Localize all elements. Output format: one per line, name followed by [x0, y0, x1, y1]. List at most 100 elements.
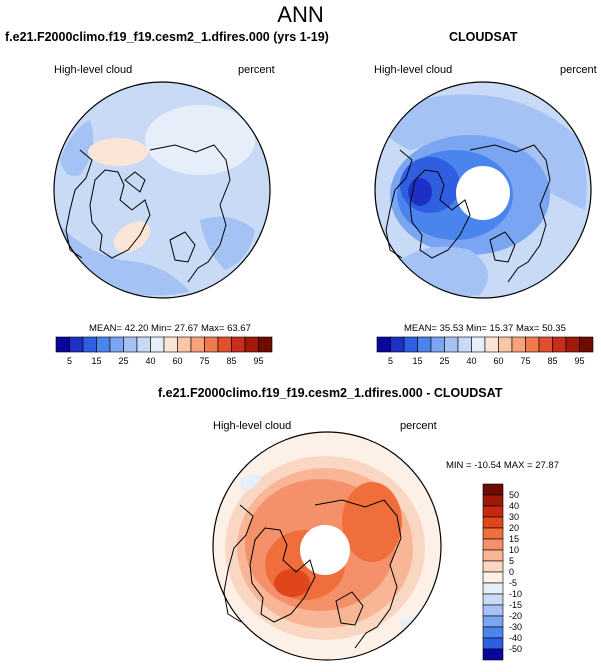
panel3-colorbar-swatch	[482, 538, 504, 551]
figure-title: ANN	[277, 2, 324, 27]
panel1-colorbar-swatch	[204, 336, 219, 353]
panel2-colorbar-swatch	[390, 336, 405, 353]
panel3-colorbar-tick-label: -30	[509, 622, 522, 632]
panel2-stats: MEAN= 35.53 Min= 15.37 Max= 50.35	[404, 323, 566, 334]
panel2-right-label: percent	[560, 64, 597, 76]
panel1-colorbar-swatch	[190, 336, 205, 353]
panel1-warm-patch-greenland	[113, 221, 151, 253]
panel2-map-outline	[374, 81, 592, 299]
panel1-colorbar-swatch	[244, 336, 259, 353]
panel1-stats: MEAN= 42.20 Min= 27.67 Max= 63.67	[89, 323, 251, 334]
panel1-colorbar-swatch	[231, 336, 246, 353]
panel1-colorbar-tick-label: 40	[145, 356, 155, 366]
panel3-colorbar-swatch	[482, 648, 504, 661]
panel2-colorbar-tick-label: 95	[574, 356, 584, 366]
panel1-left-label: High-level cloud	[54, 64, 133, 76]
panel3-colorbar-tick-label: 10	[509, 545, 519, 555]
panel2-colorbar-swatch	[579, 336, 594, 353]
panel3-negative-patch-north	[240, 473, 262, 492]
panel2-colorbar-swatch	[376, 336, 391, 353]
panel1-right-label: percent	[238, 64, 275, 76]
panel1-low-patch-west	[60, 120, 94, 176]
panel3-colorbar-tick-label: 40	[509, 501, 519, 511]
panel1-colorbar: 5 15 25 40 60 75 85 95	[55, 336, 273, 366]
panel3-colorbar-tick-label: 30	[509, 512, 519, 522]
panel3-colorbar-swatch	[482, 483, 504, 496]
panel3-colorbar-swatch	[482, 571, 504, 584]
panel2-map	[375, 82, 591, 298]
panel1-colorbar-tick-label: 15	[91, 356, 101, 366]
panel3-colorbar-tick-label: -5	[509, 578, 517, 588]
panel1-colorbar-tick-label: 85	[226, 356, 236, 366]
panel3-coastlines	[223, 499, 402, 649]
panel3-colorbar-swatch	[482, 615, 504, 628]
panel1-colorbar-swatch	[123, 336, 138, 353]
panel1-colorbar-swatch	[136, 336, 151, 353]
panel1-colorbar-swatch	[177, 336, 192, 353]
panel2-colorbar-swatch	[471, 336, 486, 353]
panel1-low-patch-east	[200, 216, 255, 270]
panel1-colorbar-swatch	[163, 336, 178, 353]
panel3-negative-patch-east	[400, 616, 432, 641]
panel3-diff-max-patch	[274, 569, 310, 597]
panel3-colorbar-swatch	[482, 560, 504, 573]
panel1-colorbar-swatch	[82, 336, 97, 353]
panel2-low-band-south	[400, 246, 488, 297]
panel1-colorbar-swatch	[69, 336, 84, 353]
panel2-minimum-patch	[408, 178, 432, 206]
panel2-colorbar-swatch	[538, 336, 553, 353]
panel1-colorbar-tick-label: 60	[172, 356, 182, 366]
panel3-colorbar-swatch	[482, 527, 504, 540]
panel1-colorbar-tick-label: 5	[67, 356, 72, 366]
panel2-colorbar-swatch	[511, 336, 526, 353]
panel2-colorbar-tick-label: 40	[466, 356, 476, 366]
panel2-missing-pole	[456, 166, 510, 220]
panel3-colorbar-swatch	[482, 604, 504, 617]
panel1-colorbar-tick-label: 95	[253, 356, 263, 366]
panel1-map-outline	[53, 81, 271, 299]
panel2-colorbar-swatch	[417, 336, 432, 353]
panel3-diff-20-30-east	[342, 482, 402, 562]
panel3-colorbar-swatch	[482, 626, 504, 639]
panel1-colorbar-tick-label: 25	[118, 356, 128, 366]
panel3-colorbar-tick-label: 20	[509, 523, 519, 533]
panel3-missing-pole	[300, 525, 350, 575]
panel1-title: f.e21.F2000climo.f19_f19.cesm2_1.dfires.…	[5, 30, 329, 44]
panel2-colorbar-swatch	[525, 336, 540, 353]
panel3-colorbar-tick-label: -40	[509, 633, 522, 643]
panel3-right-label: percent	[400, 420, 437, 432]
panel1-colorbar-swatch	[109, 336, 124, 353]
panel3-stats: MIN = -10.54 MAX = 27.87	[446, 460, 560, 471]
panel3-colorbar-swatch	[482, 637, 504, 650]
panel1-coastlines	[65, 144, 231, 283]
panel2-colorbar-tick-label: 5	[388, 356, 393, 366]
panel2-colorbar-swatch	[430, 336, 445, 353]
panel1-colorbar-swatch	[258, 336, 273, 353]
panel2-colorbar-swatch	[444, 336, 459, 353]
panel3-colorbar-tick-label: 50	[509, 490, 519, 500]
panel3-left-label: High-level cloud	[213, 420, 292, 432]
panel3-colorbar-swatch	[482, 549, 504, 562]
panel2-left-label: High-level cloud	[374, 64, 453, 76]
panel2-colorbar-tick-label: 60	[493, 356, 503, 366]
panel1-colorbar-swatch	[96, 336, 111, 353]
panel3-title: f.e21.F2000climo.f19_f19.cesm2_1.dfires.…	[158, 386, 503, 400]
panel2-colorbar-swatch	[403, 336, 418, 353]
panel1-colorbar-swatch	[217, 336, 232, 353]
panel1-colorbar-tick-label: 75	[199, 356, 209, 366]
panel3-colorbar-tick-label: -20	[509, 611, 522, 621]
panel2-colorbar: 5 15 25 40 60 75 85 95	[376, 336, 594, 366]
panel1-colorbar-swatch	[55, 336, 70, 353]
panel2-colorbar-swatch	[498, 336, 513, 353]
panel3-colorbar-swatch	[482, 505, 504, 518]
panel3-colorbar-tick-label: -50	[509, 644, 522, 654]
panel3-map-outline	[212, 431, 442, 661]
panel1-low-band	[56, 220, 190, 296]
panel3-colorbar-swatch	[482, 516, 504, 529]
panel2-colorbar-tick-label: 15	[412, 356, 422, 366]
panel2-coastlines	[385, 144, 551, 283]
panel2-colorbar-tick-label: 75	[520, 356, 530, 366]
panel3-colorbar-tick-label: 0	[509, 567, 514, 577]
